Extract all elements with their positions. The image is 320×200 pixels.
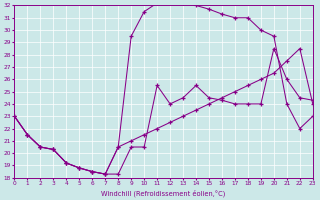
X-axis label: Windchill (Refroidissement éolien,°C): Windchill (Refroidissement éolien,°C) (101, 189, 226, 197)
